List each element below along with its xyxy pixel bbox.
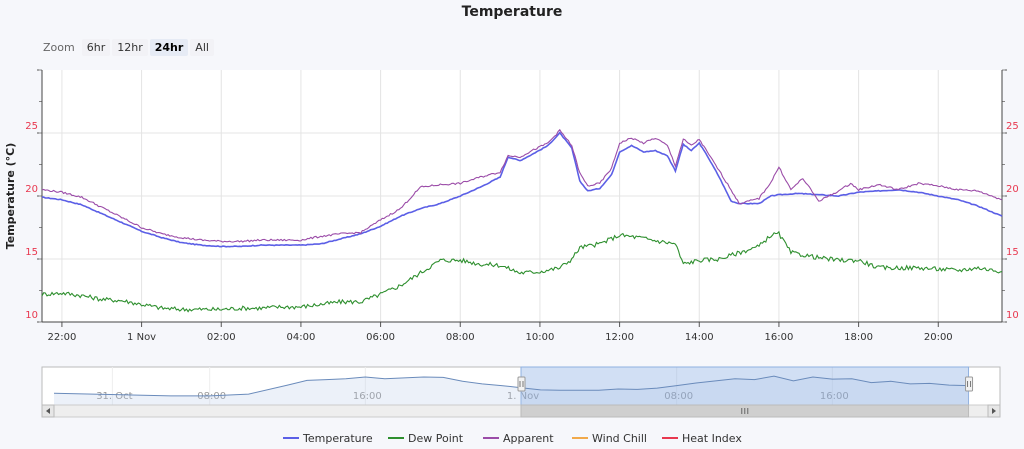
navigator-label: 31. Oct bbox=[96, 391, 132, 402]
y-axis-label: Temperature (°C) bbox=[4, 143, 17, 250]
y-tick-label: 20 bbox=[25, 184, 38, 195]
series-line-dew-point bbox=[41, 230, 1003, 313]
navigator-handle-right[interactable] bbox=[965, 376, 974, 392]
navigator-series-line bbox=[53, 375, 969, 397]
x-tick-label: 22:00 bbox=[48, 332, 77, 343]
legend-label: Dew Point bbox=[408, 432, 464, 445]
legend: Temperature Dew Point Apparent Wind Chill He… bbox=[283, 432, 742, 445]
y-tick-label-right: 10 bbox=[1006, 310, 1019, 321]
legend-item-heat-index[interactable]: Heat Index bbox=[662, 432, 742, 445]
legend-item-temperature[interactable]: Temperature bbox=[283, 432, 373, 445]
x-tick-label: 02:00 bbox=[207, 332, 236, 343]
x-tick-label: 10:00 bbox=[526, 332, 555, 343]
series-line-temperature bbox=[41, 131, 1003, 248]
y-tick-label: 10 bbox=[25, 310, 38, 321]
arrow-right-icon bbox=[992, 408, 996, 414]
navigator[interactable]: 31. Oct 08:00 16:00 1. Nov 08:00 16:00 bbox=[41, 366, 1001, 418]
legend-item-apparent[interactable]: Apparent bbox=[483, 432, 554, 445]
x-tick-label: 16:00 bbox=[765, 332, 794, 343]
zoom-bar: Zoom 6hr 12hr 24hr All bbox=[43, 37, 216, 57]
x-tick-label: 12:00 bbox=[605, 332, 634, 343]
grid bbox=[42, 70, 1002, 323]
navigator-selected-range[interactable] bbox=[520, 366, 970, 406]
navigator-label: 08:00 bbox=[664, 391, 693, 402]
x-tick-label: 04:00 bbox=[287, 332, 316, 343]
legend-label: Wind Chill bbox=[592, 432, 647, 445]
navigator-handle-left[interactable] bbox=[517, 376, 526, 392]
series-line-apparent bbox=[41, 128, 1003, 243]
y-tick-label-right: 20 bbox=[1006, 184, 1019, 195]
navigator-label: 16:00 bbox=[353, 391, 382, 402]
zoom-all-button[interactable]: All bbox=[190, 38, 214, 56]
navigator-label: 1. Nov bbox=[507, 391, 539, 402]
zoom-12hr-button[interactable]: 12hr bbox=[112, 38, 148, 56]
navigator-label: 08:00 bbox=[197, 391, 226, 402]
x-tick-label: 18:00 bbox=[844, 332, 873, 343]
zoom-24hr-button[interactable]: 24hr bbox=[149, 38, 189, 56]
y-tick-label: 15 bbox=[25, 247, 38, 258]
x-tick-label: 14:00 bbox=[685, 332, 714, 343]
legend-item-wind-chill[interactable]: Wind Chill bbox=[572, 432, 647, 445]
legend-item-dew-point[interactable]: Dew Point bbox=[388, 432, 464, 445]
navigator-area bbox=[54, 376, 969, 405]
legend-label: Heat Index bbox=[682, 432, 742, 445]
y-tick-label: 25 bbox=[25, 121, 38, 132]
y-tick-label-right: 15 bbox=[1006, 247, 1019, 258]
chart-title: Temperature bbox=[461, 4, 563, 20]
y-tick-label-right: 25 bbox=[1006, 121, 1019, 132]
zoom-6hr-button[interactable]: 6hr bbox=[81, 38, 111, 56]
x-tick-label: 06:00 bbox=[366, 332, 395, 343]
x-tick-label: 1 Nov bbox=[127, 332, 156, 343]
zoom-label: Zoom bbox=[43, 40, 75, 54]
series-layer bbox=[41, 128, 1003, 313]
x-tick-label: 08:00 bbox=[446, 332, 475, 343]
axes: 10 10 15 15 20 20 25 25 22:00 1 Nov 02:00 04:00 06:0… bbox=[25, 69, 1019, 343]
x-tick-label: 20:00 bbox=[924, 332, 953, 343]
navigator-label: 16:00 bbox=[820, 391, 849, 402]
legend-label: Apparent bbox=[503, 432, 554, 445]
legend-label: Temperature bbox=[302, 432, 373, 445]
arrow-left-icon bbox=[46, 408, 50, 414]
